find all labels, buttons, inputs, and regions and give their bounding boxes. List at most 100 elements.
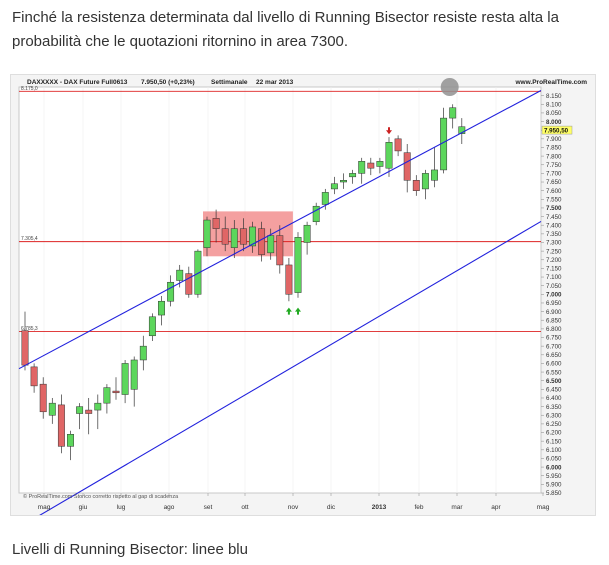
y-tick-label: 7.250 (546, 248, 562, 255)
y-tick-label: 7.300 (546, 240, 562, 247)
candle-body-down (285, 264, 293, 295)
candle (103, 384, 111, 414)
highlight-circle (440, 78, 459, 96)
x-tick-label: mar (451, 504, 463, 511)
y-tick-label: 7.000 (546, 292, 562, 299)
candle (349, 169, 357, 184)
y-tick-label: 6.400 (546, 395, 562, 402)
chart-frame: 8.175,0 7.305,4 6.785,3 5.850 5.900 5.950 6.0… (10, 74, 596, 528)
candle (321, 188, 329, 210)
y-tick-label: 6.650 (546, 352, 562, 359)
candle (185, 266, 193, 298)
candle-body-up (321, 192, 329, 205)
candle (203, 216, 211, 257)
candle (303, 221, 311, 255)
y-tick-label: 6.750 (546, 335, 562, 342)
candle-body-down (185, 273, 193, 295)
candle (431, 147, 438, 188)
candle-body-down (212, 218, 220, 229)
y-tick-label: 6.200 (546, 430, 562, 437)
candle-body-up (249, 226, 256, 247)
horizontal-level-label: 8.175,0 (21, 86, 38, 92)
y-tick-label: 6.950 (546, 300, 562, 307)
candle (249, 221, 256, 253)
candle-body-up (67, 434, 74, 447)
grid (43, 87, 544, 493)
candle (285, 258, 293, 302)
y-tick-label: 7.550 (546, 196, 562, 203)
candle (148, 313, 156, 341)
horizontal-level-label: 7.305,4 (21, 236, 38, 242)
x-tick-label: mag (38, 504, 51, 511)
candle (85, 397, 93, 435)
candle-body-down (30, 366, 38, 387)
y-tick-label: 6.450 (546, 387, 562, 394)
candle-body-down (239, 228, 247, 245)
up-arrow-icon (285, 307, 292, 315)
last-price-label: 7.950,50 (544, 127, 569, 134)
y-tick-label: 6.500 (546, 378, 562, 385)
candle (230, 220, 238, 259)
x-tick-label: nov (288, 504, 299, 511)
y-tick-label: 6.350 (546, 404, 562, 411)
candle (130, 356, 138, 407)
candle (221, 216, 229, 252)
y-tick-label: 8.000 (546, 119, 562, 126)
y-tick-label: 7.650 (546, 179, 562, 186)
candle (267, 228, 275, 260)
candle-body-down (39, 383, 47, 413)
candle-body-up (267, 235, 275, 254)
candle (294, 232, 302, 298)
candle (239, 218, 247, 252)
candle-body-up (148, 316, 156, 337)
y-tick-label: 8.100 (546, 101, 562, 108)
y-tick-label: 7.050 (546, 283, 562, 290)
candle (48, 397, 56, 424)
candle-body-up (312, 205, 320, 223)
candle-body-up (48, 402, 56, 416)
y-tick-label: 7.150 (546, 266, 562, 273)
y-tick-label: 6.600 (546, 361, 562, 368)
candle (340, 173, 347, 189)
y-tick-label: 8.050 (546, 110, 562, 117)
candle-body-down (85, 409, 93, 414)
candle (394, 135, 402, 157)
candle (412, 175, 420, 196)
y-tick-label: 6.150 (546, 438, 562, 445)
candle-body-up (139, 345, 147, 361)
chart-period: Settimanale (211, 79, 248, 86)
candle (30, 363, 38, 393)
candle-body-up (130, 359, 138, 390)
trendlines (18, 90, 542, 528)
candle (367, 157, 375, 176)
running-bisector-line (18, 90, 542, 370)
candle-body-down (112, 390, 120, 394)
markers (285, 78, 459, 315)
candle-body-up (349, 173, 357, 178)
y-tick-label: 6.800 (546, 326, 562, 333)
intro-paragraph: Finché la resistenza determinata dal liv… (12, 9, 559, 50)
candle-body-down (367, 162, 375, 169)
candle (112, 377, 120, 400)
candle-body-up (103, 387, 111, 404)
horizontal-level-label: 6.785,3 (21, 326, 38, 332)
x-tick-label: giu (79, 504, 88, 511)
down-arrow-icon (386, 127, 392, 135)
y-tick-label: 7.450 (546, 214, 562, 221)
y-tick-label: 8.150 (546, 93, 562, 100)
candle-body-down (403, 152, 411, 181)
candle (330, 176, 338, 195)
x-tick-label: ago (164, 504, 175, 511)
y-tick-label: 5.950 (546, 473, 562, 480)
last-price-box (541, 125, 573, 135)
x-tick-label: feb (414, 504, 423, 511)
x-tick-label: dic (327, 504, 336, 511)
candle (94, 394, 102, 430)
y-tick-label: 6.300 (546, 412, 562, 419)
x-tick-label: mag (537, 504, 550, 511)
candle-body-down (21, 330, 29, 366)
candle (385, 137, 393, 177)
candle-body-up (203, 219, 211, 248)
y-tick-label: 7.700 (546, 171, 562, 178)
